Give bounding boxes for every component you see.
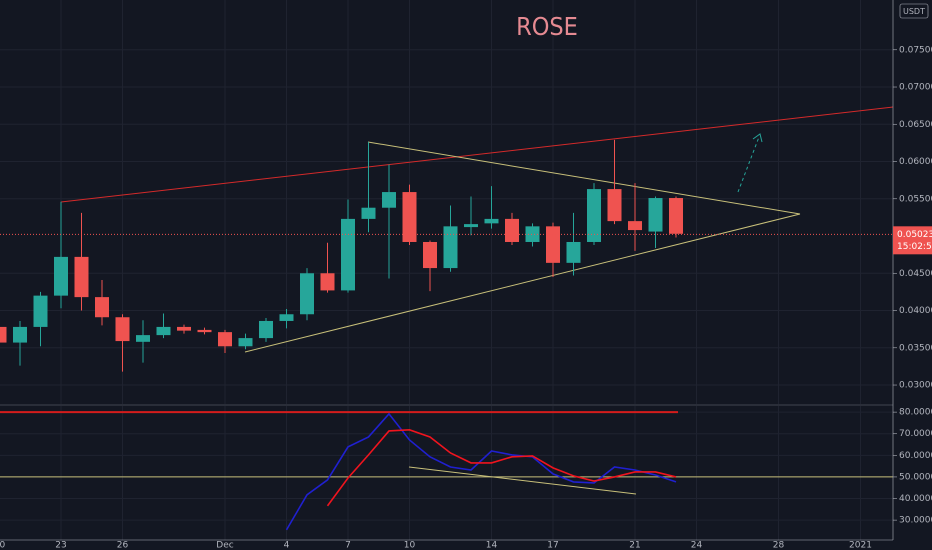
candle-body <box>382 192 396 208</box>
trend-line <box>60 106 893 203</box>
candle-body <box>218 332 232 347</box>
indicator-line <box>285 412 677 531</box>
y-tick-label: 80.00000 <box>899 408 932 418</box>
candle-body <box>361 207 376 219</box>
candle-body <box>443 226 458 269</box>
chart-title: ROSE <box>516 12 578 41</box>
candle-body <box>320 273 335 291</box>
candle-body <box>402 192 417 242</box>
x-tick-label: 21 <box>629 541 640 550</box>
candle-body <box>279 314 294 321</box>
x-tick-label: 10 <box>404 541 416 550</box>
candle-body <box>156 326 171 336</box>
last-price-label: 0.05023 <box>897 230 932 240</box>
candle-body <box>628 221 642 231</box>
arrow-head <box>752 133 763 143</box>
candle-body <box>669 198 683 234</box>
candle-body <box>259 320 273 339</box>
candle-body <box>546 226 560 263</box>
candle-body <box>587 189 601 242</box>
candle-body <box>341 218 355 291</box>
x-tick-label: 17 <box>547 541 558 550</box>
candle-body <box>238 338 253 347</box>
y-tick-label: 50.00000 <box>899 472 932 482</box>
x-tick-label: 4 <box>284 541 290 550</box>
x-tick-label: 23 <box>55 541 66 550</box>
y-tick-label: 30.00000 <box>899 516 932 526</box>
candle-body <box>505 218 519 242</box>
x-tick-label: 7 <box>345 541 351 550</box>
candle-body <box>33 295 48 327</box>
projection-arrow <box>737 136 760 193</box>
candle-body <box>0 326 7 343</box>
indicator-trend-line <box>408 466 637 495</box>
indicator-line <box>326 429 677 507</box>
candle-body <box>566 241 581 263</box>
candle-body <box>95 297 109 318</box>
candle-body <box>115 317 130 342</box>
x-tick-label: 26 <box>117 541 129 550</box>
triangle-upper <box>367 141 801 215</box>
x-tick-label: 2021 <box>849 541 872 550</box>
candle-body <box>300 273 314 315</box>
candle-body <box>607 189 622 222</box>
x-tick-label: 24 <box>691 541 703 550</box>
y-tick-label: 60.00000 <box>899 451 932 461</box>
candle-body <box>464 224 478 228</box>
candle-body <box>197 329 212 333</box>
candle-body <box>484 218 499 224</box>
currency-badge <box>899 3 929 19</box>
candle-body <box>74 256 89 298</box>
x-tick-label: Dec <box>216 541 233 550</box>
currency: USDT <box>903 7 925 16</box>
candle-body <box>525 226 540 242</box>
candle-body <box>136 335 150 342</box>
x-tick-label: 14 <box>486 541 498 550</box>
x-tick-label: 20 <box>0 541 5 550</box>
indicator-pane <box>0 411 893 531</box>
candle-body <box>648 198 663 232</box>
y-tick-label: 40.00000 <box>899 494 932 504</box>
candle-body <box>177 326 191 331</box>
countdown: 15:02:52 <box>897 242 932 252</box>
triangle-lower <box>244 213 801 353</box>
candle-body <box>54 256 68 296</box>
x-tick-label: 28 <box>773 541 785 550</box>
candle-body <box>13 326 27 343</box>
last-price-badge <box>893 226 932 255</box>
candle-body <box>423 241 437 269</box>
y-tick-label: 70.00000 <box>899 429 932 439</box>
price-pane <box>0 106 893 372</box>
